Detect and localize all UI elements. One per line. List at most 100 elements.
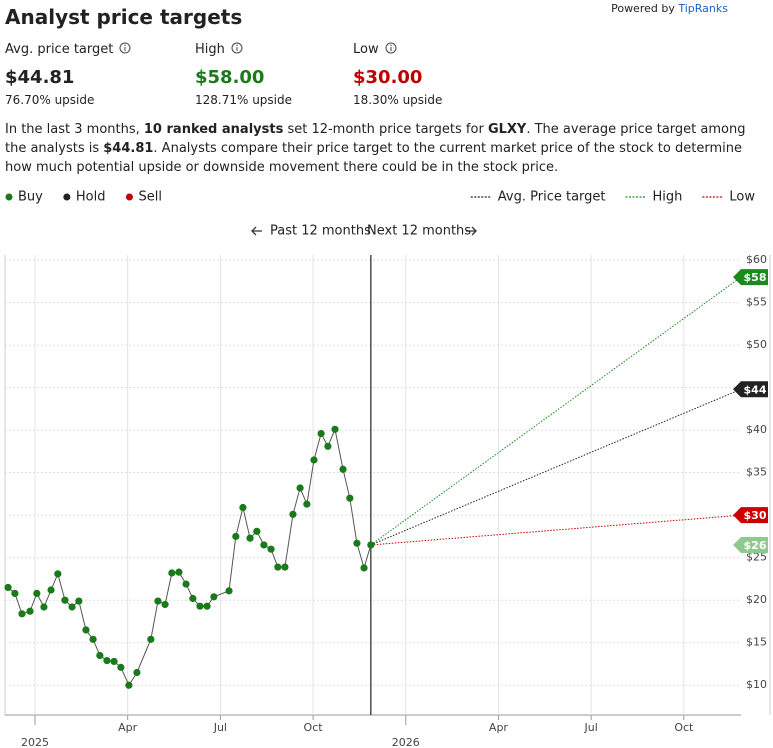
description: In the last 3 months, 10 ranked analysts… [5,120,765,177]
target-line [370,276,742,546]
price-dot [168,569,176,577]
price-dot [18,610,26,618]
x-tick-label: 2025 [21,736,49,748]
price-dot [96,651,104,660]
price-dot [289,510,297,518]
price-dot [239,503,247,512]
price-dot [303,500,311,508]
price-dot [4,583,12,592]
x-tick-label: Jul [584,721,598,734]
price-dot [225,587,233,595]
legend-dot [63,193,71,201]
y-tick-label: $10 [746,678,767,691]
nav-arrows [251,226,477,236]
description-segment: In the last 3 months, [5,122,144,137]
info-icon[interactable] [119,42,131,54]
price-dot [232,532,240,541]
price-dot [75,597,83,605]
x-tick-label: 2026 [392,736,420,748]
y-tick-label: $50 [746,338,767,351]
price-tag-label: $44 [744,383,767,396]
y-tick-label: $55 [746,296,767,309]
stat-label: High [195,42,243,57]
info-icon[interactable] [385,42,397,54]
price-line [7,427,372,687]
y-tick-label: $40 [746,423,767,436]
y-tick-label: $35 [746,466,767,479]
info-icon[interactable] [231,42,243,54]
description-segment: 10 ranked analysts [143,122,284,137]
arrow-right [466,226,477,236]
price-dot [182,580,190,588]
y-tick-label: $25 [746,551,767,564]
stat-upside: 18.30% upside [353,93,443,107]
y-tick-label: $15 [746,636,767,649]
price-tag [733,536,768,553]
description-segment: GLXY [487,122,527,137]
price-tag-label: $26 [744,539,767,552]
target-line [370,514,742,546]
description-segment: set 12-month price targets for [283,122,488,137]
x-tick-label: Apr [118,721,138,734]
price-dot [203,602,211,610]
stat-label: Low [353,42,397,57]
stat-label: Avg. price target [5,42,131,57]
price-dot [54,570,62,578]
y-tick-label: $20 [746,593,767,606]
price-dot [161,600,169,609]
price-tag-label: $30 [744,509,767,522]
price-dot [11,589,19,598]
legend-dot [125,193,133,201]
legend-label: High [653,190,683,205]
price-dot [147,635,155,643]
description-segment: $44.81 [103,141,154,156]
price-dot [317,429,325,438]
price-dot [367,541,375,549]
price-dot [324,442,332,450]
price-dot [40,603,48,611]
price-dot [117,663,125,671]
y-tick-label: $30 [746,508,767,521]
powered-by: Powered by [611,2,675,15]
price-dot [61,596,69,604]
price-dot [274,563,282,571]
price-dot [82,626,90,634]
price-dot [89,635,97,643]
description-segment: . The average price target among the ana… [5,122,746,156]
price-dot [189,594,197,603]
price-tag [733,269,768,286]
price-dot [253,527,261,535]
price-dot [360,564,368,572]
stat-value: $30.00 [353,67,423,88]
attribution: Powered by TipRanks [611,2,728,15]
price-dot [26,607,34,615]
price-dot [246,534,254,542]
price-dot [310,456,318,464]
price-dot [175,568,183,576]
stat-upside: 128.71% upside [195,93,293,107]
target-line [370,388,742,546]
provider-link[interactable]: TipRanks [678,2,728,15]
x-tick-label: Oct [304,721,324,734]
price-dot [346,494,354,502]
description-segment: . Analysts compare their price target to… [5,141,742,175]
legend-label: Avg. Price target [498,190,606,205]
price-dot [281,563,289,571]
price-dot [339,465,347,473]
price-dot [68,603,76,611]
x-tick-label: Oct [674,721,694,734]
nav-next[interactable]: Next 12 months [367,224,471,239]
legend-dot [5,193,13,201]
legend-label: Hold [76,190,106,205]
stat-value: $58.00 [195,67,265,88]
price-tag [733,507,768,524]
price-dot [267,545,275,553]
nav-past[interactable]: Past 12 months [270,224,371,239]
x-tick-label: Apr [489,721,509,734]
price-dot [331,425,339,433]
legend-label: Sell [138,190,161,205]
page-title: Analyst price targets [5,5,243,29]
y-tick-label: $45 [746,381,767,394]
